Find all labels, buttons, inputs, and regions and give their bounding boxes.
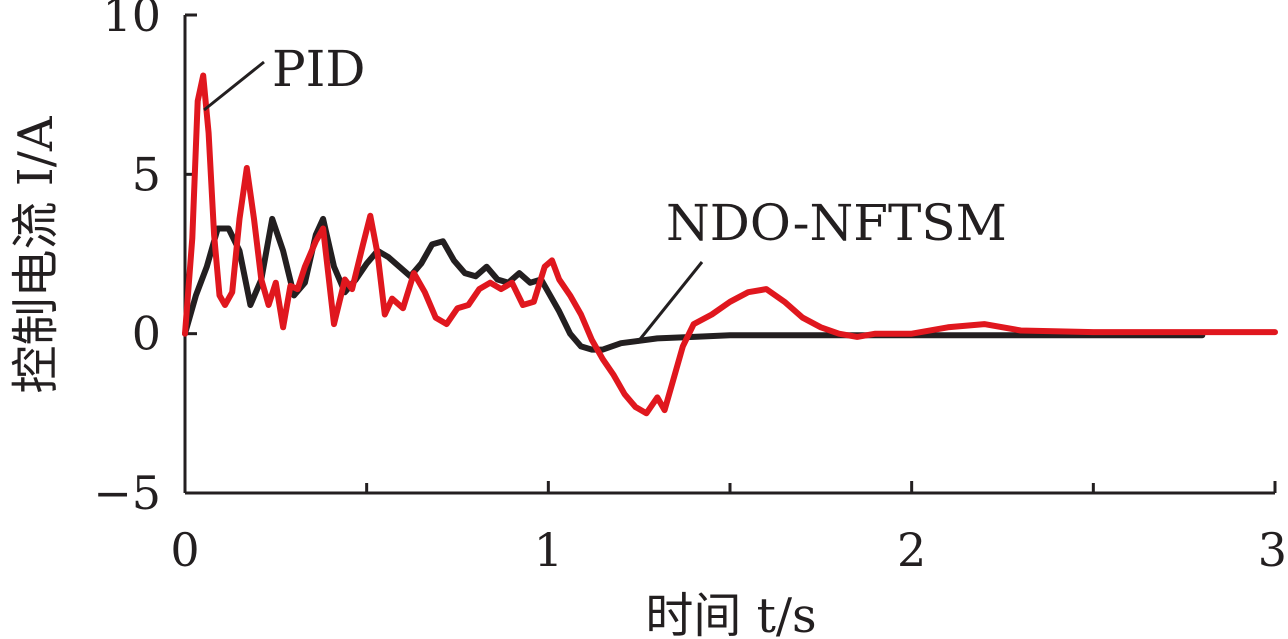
- pid-annotation: PID: [272, 40, 365, 98]
- x-tick-label: 3: [1258, 523, 1287, 577]
- y-tick-label: 5: [132, 147, 161, 201]
- pid-leader-line: [203, 60, 265, 112]
- series-line-ndo-nftsm: [182, 215, 1206, 353]
- series-layer: [182, 72, 1278, 417]
- x-axis-title: 时间 t/s: [645, 588, 816, 639]
- y-tick-label: 10: [102, 0, 161, 42]
- ndo-nftsm-annotation: NDO-NFTSM: [666, 194, 1007, 252]
- x-tick-label: 2: [897, 523, 926, 577]
- y-tick-label: −5: [93, 466, 161, 520]
- ticks: [183, 13, 1277, 495]
- ndo-nftsm-leader-line: [635, 261, 704, 344]
- y-tick-label: 0: [132, 307, 161, 361]
- x-tick-label: 0: [170, 523, 199, 577]
- series-line-pid: [182, 72, 1278, 417]
- x-tick-label: 1: [534, 523, 563, 577]
- y-axis-title: 控制电流 I/A: [8, 115, 64, 393]
